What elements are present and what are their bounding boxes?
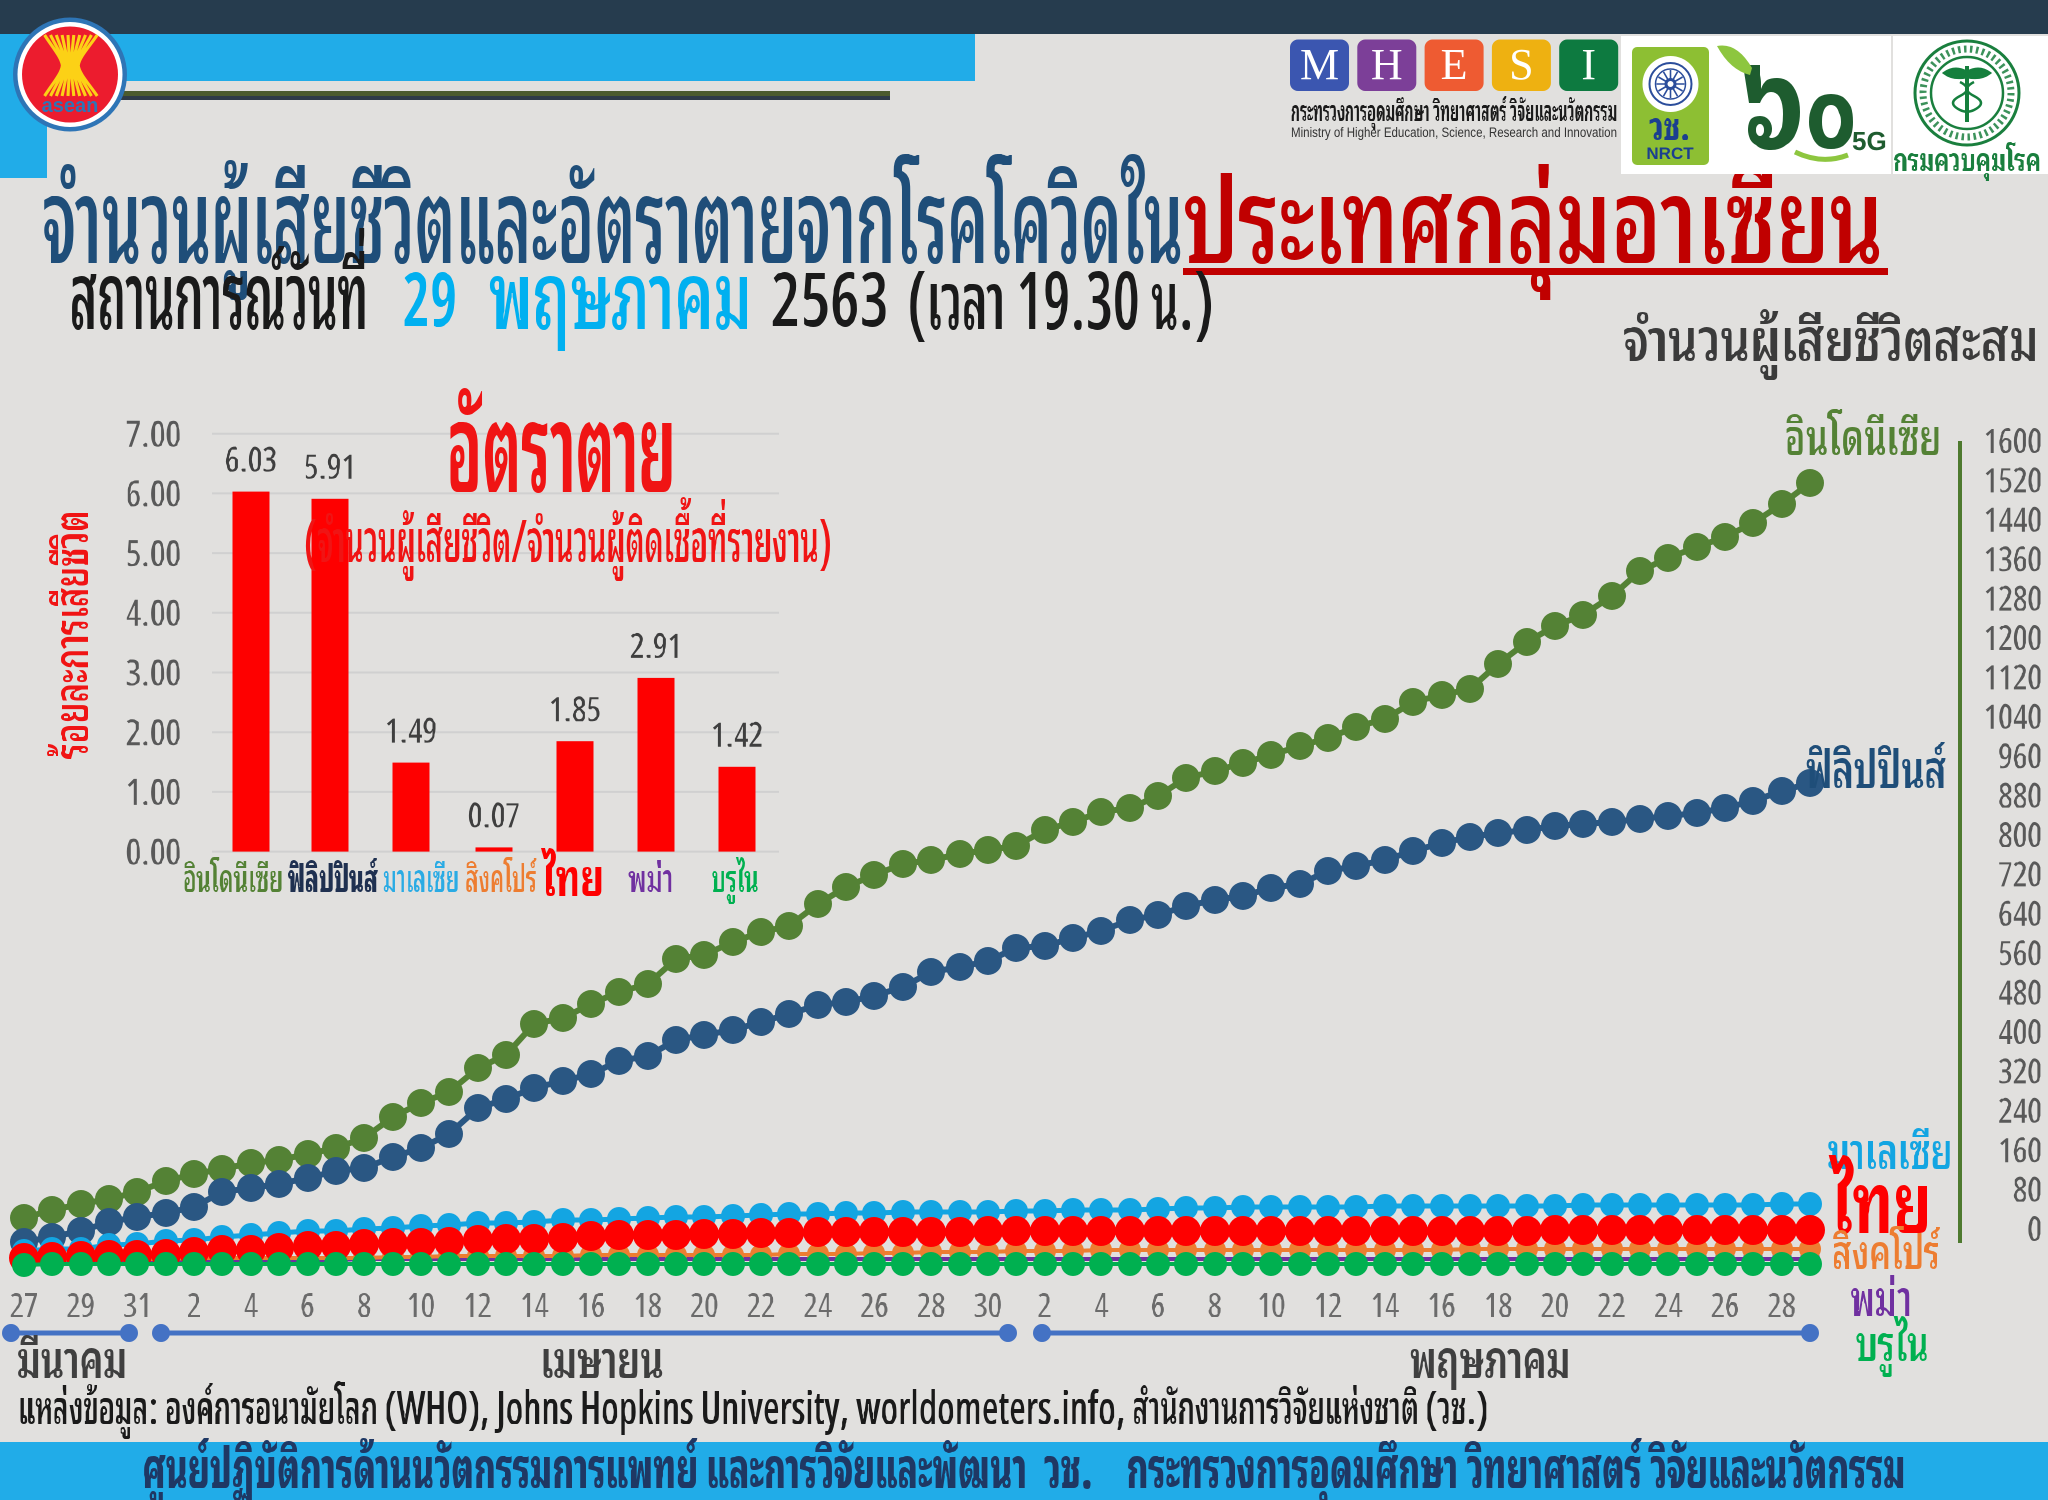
svg-text:E: E [1441, 40, 1468, 89]
svg-text:Ministry of Higher Education,: Ministry of Higher Education, Science, R… [1291, 125, 1617, 140]
svg-text:M: M [1300, 40, 1339, 89]
svg-text:S: S [1509, 40, 1533, 89]
svg-text:asean: asean [42, 95, 99, 117]
svg-text:I: I [1581, 40, 1596, 89]
svg-text:H: H [1371, 40, 1403, 89]
svg-text:NRCT: NRCT [1646, 144, 1694, 163]
svg-text:5G: 5G [1852, 126, 1887, 156]
